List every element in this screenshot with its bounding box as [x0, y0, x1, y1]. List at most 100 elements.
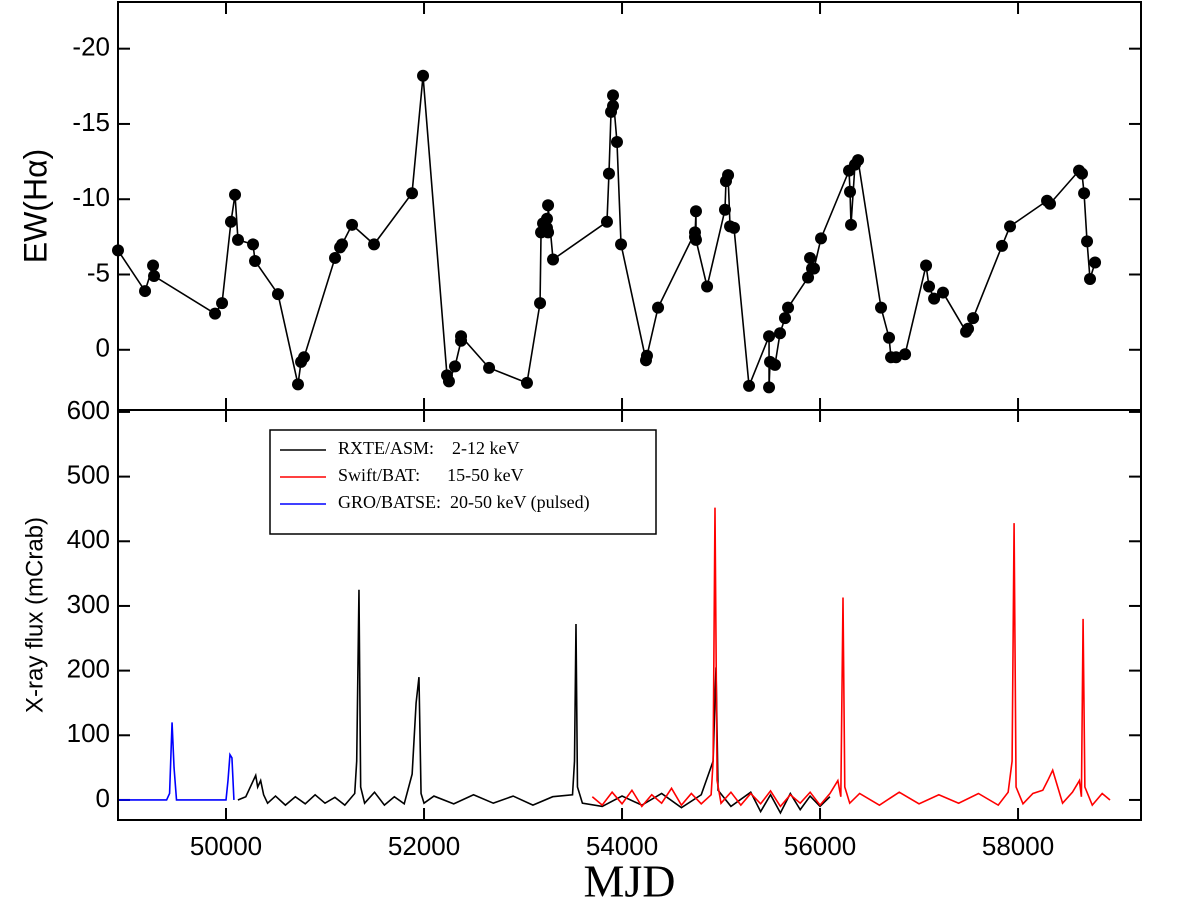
y-tick-label: -15	[72, 107, 110, 137]
data-point	[807, 262, 820, 275]
data-point	[1089, 256, 1102, 269]
x-tick-label: 58000	[982, 831, 1054, 861]
panel: 0 100 200 300 400 500 600 50000 52000 54000 56000 5…	[21, 395, 1142, 907]
data-point	[1078, 187, 1091, 200]
data-point	[890, 351, 903, 364]
data-point	[1075, 167, 1088, 180]
data-point	[209, 307, 222, 320]
data-point	[844, 185, 857, 198]
data-point	[540, 212, 553, 225]
data-point	[147, 259, 160, 272]
data-point	[689, 233, 702, 246]
panel: -20 -15 -10 -5 0 EW(Hα)	[17, 1, 1142, 411]
data-point	[224, 215, 237, 228]
y-tick-label: 300	[67, 589, 110, 619]
data-point	[852, 154, 865, 167]
y-tick-label: 200	[67, 653, 110, 683]
data-point	[652, 301, 665, 314]
data-point	[722, 169, 735, 182]
y-tick-label: -5	[87, 257, 110, 287]
data-point	[368, 238, 381, 251]
data-point	[610, 136, 623, 149]
data-point	[449, 360, 462, 373]
data-point	[600, 215, 613, 228]
data-point	[804, 251, 817, 264]
legend: RXTE/ASM: 2-12 keV Swift/BAT: 15-50 keV GR…	[269, 429, 657, 535]
y-tick-label: 500	[67, 459, 110, 489]
data-point	[962, 322, 975, 335]
data-point	[216, 297, 229, 310]
data-point	[148, 270, 161, 283]
x-tick-label: 52000	[388, 831, 460, 861]
data-point	[967, 312, 980, 325]
data-point	[455, 330, 468, 343]
data-point	[542, 199, 555, 212]
data-point	[291, 378, 304, 391]
data-point	[727, 221, 740, 234]
data-point	[774, 327, 787, 340]
y-axis-label: EW(Hα)	[17, 149, 53, 263]
data-point	[640, 349, 653, 362]
data-point	[743, 379, 756, 392]
data-point	[815, 232, 828, 245]
data-point	[923, 280, 936, 293]
data-point	[520, 376, 533, 389]
data-point	[995, 239, 1008, 252]
series-line	[591, 507, 1111, 808]
x-axis-label: MJD	[583, 856, 675, 907]
data-point	[928, 292, 941, 305]
data-point	[1081, 235, 1094, 248]
legend-label: Swift/BAT: 15-50 keV	[338, 465, 524, 485]
y-tick-label: 600	[67, 395, 110, 425]
data-point	[547, 253, 560, 266]
data-point	[229, 188, 242, 201]
data-point	[417, 69, 430, 82]
data-point	[615, 238, 628, 251]
data-point	[701, 280, 714, 293]
legend-label: RXTE/ASM: 2-12 keV	[338, 438, 520, 458]
data-point	[249, 254, 262, 267]
y-axis-label: X-ray flux (mCrab)	[21, 517, 48, 713]
data-point	[483, 361, 496, 374]
data-point	[1004, 220, 1017, 233]
data-point	[406, 187, 419, 200]
data-point	[763, 381, 776, 394]
data-point	[802, 271, 815, 284]
data-point	[768, 358, 781, 371]
data-point	[607, 89, 620, 102]
legend-label: GRO/BATSE: 20-50 keV (pulsed)	[338, 492, 590, 513]
data-point	[782, 301, 795, 314]
plot-frame	[117, 409, 1142, 821]
y-tick-label: 0	[96, 783, 110, 813]
y-tick-label: 400	[67, 524, 110, 554]
data-point	[845, 218, 858, 231]
series-line	[117, 75, 1096, 388]
data-point	[442, 375, 455, 388]
series-line	[118, 722, 235, 801]
data-point	[778, 312, 791, 325]
x-tick-label: 50000	[190, 831, 262, 861]
data-point	[1044, 197, 1057, 210]
data-point	[346, 218, 359, 231]
x-tick-label: 56000	[784, 831, 856, 861]
data-point	[607, 99, 620, 112]
data-point	[1084, 273, 1097, 286]
data-point	[231, 233, 244, 246]
y-tick-label: 100	[67, 718, 110, 748]
data-point	[247, 238, 260, 251]
data-point	[271, 288, 284, 301]
data-point	[883, 331, 896, 344]
y-tick-label: -10	[72, 182, 110, 212]
data-point	[899, 348, 912, 361]
y-tick-label: 0	[96, 333, 110, 363]
data-point	[139, 285, 152, 298]
y-tick-label: -20	[72, 32, 110, 62]
data-point	[298, 351, 311, 364]
data-point	[602, 167, 615, 180]
series-line	[237, 589, 831, 815]
legend-box	[269, 429, 657, 535]
data-point	[542, 226, 555, 239]
data-point	[534, 297, 547, 310]
x-tick-label: 54000	[586, 831, 658, 861]
